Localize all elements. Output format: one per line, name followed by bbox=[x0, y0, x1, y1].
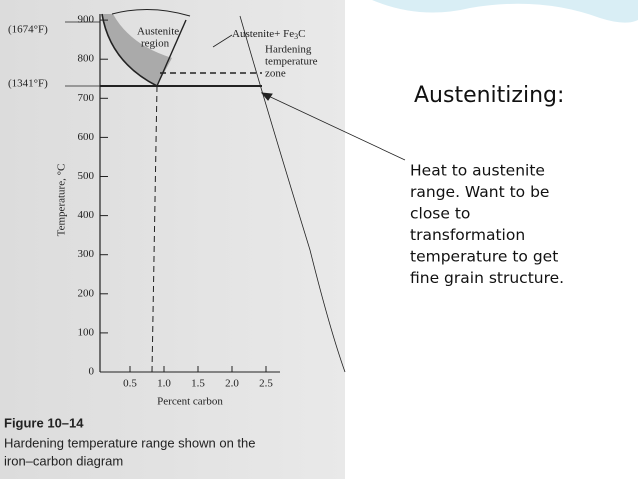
label: (1341°F) bbox=[8, 78, 48, 90]
label: temperature bbox=[265, 56, 318, 68]
scan-background bbox=[0, 0, 345, 479]
label: Austenite+ Fe3C bbox=[232, 28, 305, 41]
x-tick-label: 1.0 bbox=[157, 378, 171, 390]
y-tick-label: 0 bbox=[89, 366, 95, 378]
decoration bbox=[372, 0, 638, 23]
caption-line: Hardening temperature range shown on the bbox=[4, 435, 256, 450]
y-tick-label: 300 bbox=[78, 248, 95, 260]
body-line: Heat to austenite bbox=[410, 162, 545, 180]
diagram bbox=[65, 8, 406, 373]
top-curve bbox=[111, 8, 191, 17]
body-line: transformation bbox=[410, 226, 525, 244]
boundary-curve bbox=[239, 15, 346, 373]
caption-title: Figure 10–14 bbox=[4, 415, 84, 430]
x-tick-label: 0.5 bbox=[123, 378, 137, 390]
caption-line: iron–carbon diagram bbox=[4, 453, 123, 468]
arrow-line bbox=[261, 92, 406, 161]
a3-line bbox=[101, 13, 158, 87]
label: region bbox=[141, 38, 170, 50]
body-line: fine grain structure. bbox=[410, 269, 564, 287]
body-line: range. Want to be bbox=[410, 183, 549, 201]
acm-line bbox=[156, 19, 187, 87]
y-tick-label: 700 bbox=[78, 92, 95, 104]
eutectoid-line bbox=[151, 85, 158, 373]
x-tick-label: 2.5 bbox=[259, 378, 273, 390]
y-tick-label: 100 bbox=[78, 326, 95, 338]
label: zone bbox=[265, 68, 286, 80]
y-tick-label: 400 bbox=[78, 209, 95, 221]
y-tick-label: 800 bbox=[78, 53, 95, 65]
y-tick-label: 500 bbox=[78, 170, 95, 182]
body-line: temperature to get bbox=[410, 248, 558, 266]
arrow-head bbox=[260, 92, 273, 101]
body-line: close to bbox=[410, 205, 470, 223]
y-tick-label: 600 bbox=[78, 131, 95, 143]
label: Hardening bbox=[265, 44, 312, 56]
y-tick-label: 200 bbox=[78, 287, 95, 299]
x-axis-label: Percent carbon bbox=[157, 396, 223, 408]
heading: Austenitizing: bbox=[414, 83, 564, 108]
leader bbox=[212, 34, 233, 48]
x-tick-label: 2.0 bbox=[225, 378, 239, 390]
hardening-zone-shade bbox=[102, 14, 172, 86]
label: (1674°F) bbox=[8, 24, 48, 36]
x-tick-label: 1.5 bbox=[191, 378, 205, 390]
y-tick-label: 900 bbox=[78, 14, 95, 26]
y-axis-label: Temperature, °C bbox=[56, 164, 68, 237]
label: Austenite bbox=[137, 26, 179, 38]
